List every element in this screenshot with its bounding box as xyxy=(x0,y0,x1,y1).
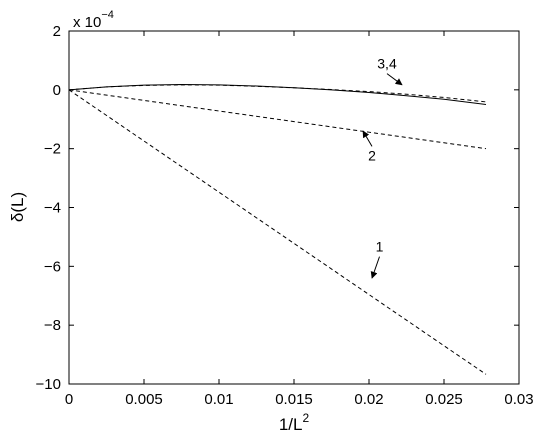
y-multiplier-text: x 10 xyxy=(73,14,101,31)
y-tick-label: −8 xyxy=(44,317,61,334)
annotation-label: 3,4 xyxy=(377,56,397,72)
x-axis-label-text: 1/L xyxy=(279,415,303,434)
x-tick-label: 0.005 xyxy=(125,391,163,408)
y-axis-label: δ(L) xyxy=(8,192,27,222)
x-tick-label: 0.01 xyxy=(204,391,233,408)
y-multiplier: x 10−4 xyxy=(73,9,114,31)
annotation-arrow xyxy=(370,256,380,279)
x-axis-label-superscript: 2 xyxy=(302,411,309,425)
y-tick-label: −10 xyxy=(36,376,61,393)
x-tick-label: 0.02 xyxy=(354,391,383,408)
y-tick-label: 2 xyxy=(53,23,61,40)
annotation-arrow xyxy=(386,73,403,86)
x-tick-label: 0.015 xyxy=(275,391,313,408)
annotation-arrow xyxy=(362,130,373,147)
y-tick-label: −4 xyxy=(44,200,61,217)
x-tick-label: 0.03 xyxy=(504,391,533,408)
ticks-layer: 0 0.005 0.01 0.015 0.02 0.025 0.03 −10 −8 −6 −4 −2 0… xyxy=(36,23,534,408)
y-multiplier-exponent: −4 xyxy=(101,9,114,21)
y-tick-label: −2 xyxy=(44,141,61,158)
plot-area xyxy=(68,30,520,385)
x-tick-label: 0.025 xyxy=(425,391,463,408)
annotation-label: 2 xyxy=(368,147,376,163)
series-layer xyxy=(68,84,487,375)
y-tick-label: −6 xyxy=(44,258,61,275)
annotation-label: 1 xyxy=(376,239,384,255)
series-line-4 xyxy=(68,84,487,103)
x-tick-label: 0 xyxy=(65,391,73,408)
annotations-layer: 3,4 2 1 xyxy=(362,56,403,279)
y-tick-label: 0 xyxy=(53,82,61,99)
series-line-2 xyxy=(68,89,487,150)
x-axis-label: 1/L2 xyxy=(279,411,310,434)
